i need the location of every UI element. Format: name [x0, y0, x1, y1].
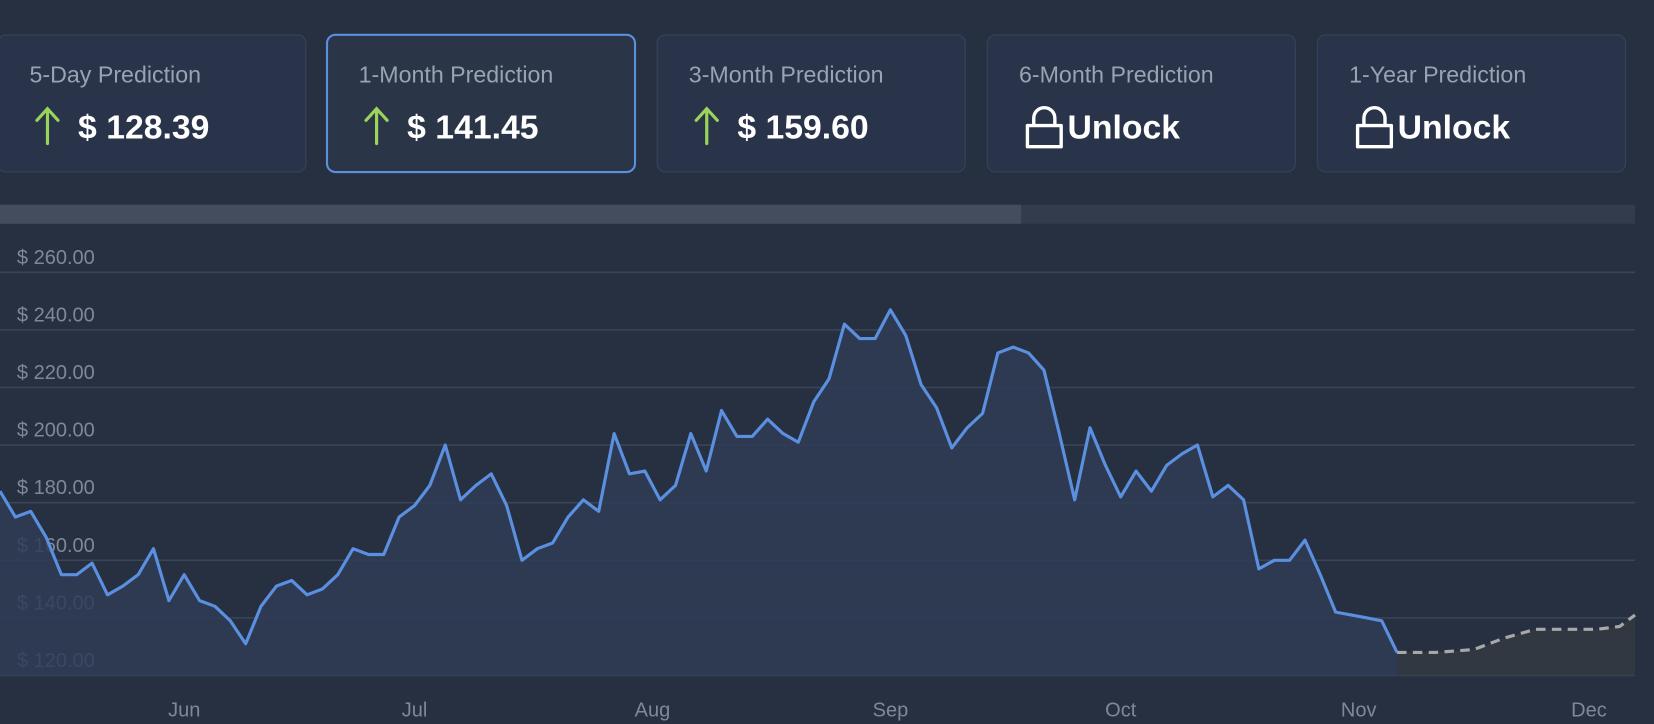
- card-box: [986, 34, 1296, 173]
- card-value: Unlock: [1068, 108, 1181, 146]
- card-label: 1-Year Prediction: [1349, 61, 1526, 87]
- x-tick-label: Sep: [873, 700, 909, 722]
- x-tick-label: Jul: [402, 700, 428, 722]
- x-tick-label: Dec: [1571, 700, 1607, 722]
- card-value: $ 141.45: [407, 108, 538, 146]
- lock-icon: [1355, 106, 1394, 149]
- card-box: [0, 34, 307, 173]
- lock-icon: [1025, 106, 1063, 149]
- card-value: $ 159.60: [737, 108, 868, 146]
- y-tick-label: $ 200.00: [17, 420, 95, 442]
- card-box: [325, 33, 637, 174]
- y-tick-label: $ 180.00: [17, 477, 95, 499]
- y-tick-label: $ 220.00: [17, 362, 95, 384]
- x-tick-label: Oct: [1105, 700, 1137, 722]
- card-box: [656, 34, 966, 173]
- up-arrow-icon: [694, 106, 719, 146]
- up-arrow-icon: [364, 106, 389, 146]
- x-tick-label: Aug: [635, 700, 671, 722]
- area: [0, 309, 1398, 676]
- prediction-card[interactable]: 3-Month Prediction $ 159.60: [656, 34, 966, 173]
- prediction-card[interactable]: 6-Month Prediction Unlock: [986, 34, 1296, 173]
- card-label: 1-Month Prediction: [359, 61, 554, 87]
- price-line: [0, 308, 1399, 654]
- x-tick-label: Jun: [168, 700, 200, 722]
- card-label: 3-Month Prediction: [689, 61, 884, 87]
- range-selection[interactable]: [0, 204, 1022, 224]
- card-value: $ 128.39: [78, 108, 209, 146]
- prediction-card[interactable]: 1-Month Prediction $ 141.45: [325, 33, 637, 174]
- card-value: Unlock: [1398, 108, 1511, 146]
- card-box: [1316, 34, 1627, 173]
- prediction-card[interactable]: 5-Day Prediction $ 128.39: [0, 34, 307, 173]
- price-line: [1397, 613, 1636, 655]
- x-tick-label: Nov: [1341, 700, 1377, 722]
- up-arrow-icon: [35, 106, 60, 146]
- y-tick-label: $ 240.00: [17, 304, 95, 326]
- y-tick-label: $ 260.00: [17, 247, 95, 269]
- prediction-card[interactable]: 1-Year Prediction Unlock: [1316, 34, 1627, 173]
- card-label: 5-Day Prediction: [30, 61, 201, 87]
- card-label: 6-Month Prediction: [1019, 61, 1214, 87]
